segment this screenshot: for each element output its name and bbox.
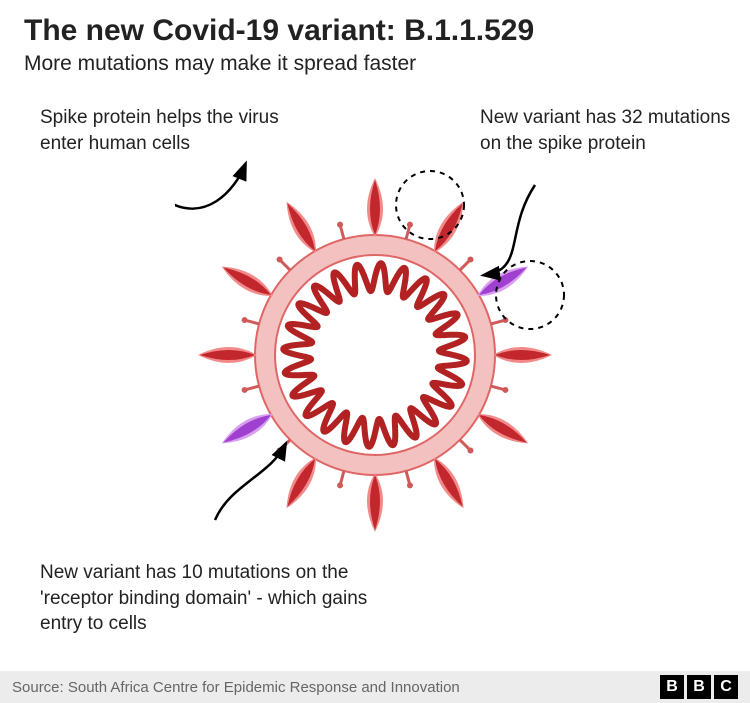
annotation-10-mutations: New variant has 10 mutations on the 'rec…: [40, 560, 400, 637]
virus-diagram: [175, 155, 575, 555]
source-text: Source: South Africa Centre for Epidemic…: [12, 679, 460, 696]
source-footer: Source: South Africa Centre for Epidemic…: [0, 671, 750, 703]
annotation-spike-protein: Spike protein helps the virus enter huma…: [40, 105, 300, 156]
bbc-logo: B B C: [660, 675, 738, 699]
page-subtitle: More mutations may make it spread faster: [24, 52, 416, 76]
page-title: The new Covid-19 variant: B.1.1.529: [24, 14, 534, 48]
bbc-logo-b1: B: [660, 675, 684, 699]
bbc-logo-b2: B: [687, 675, 711, 699]
annotation-32-mutations: New variant has 32 mutations on the spik…: [480, 105, 740, 156]
bbc-logo-c: C: [714, 675, 738, 699]
infographic-canvas: { "title": "The new Covid-19 variant: B.…: [0, 0, 750, 703]
